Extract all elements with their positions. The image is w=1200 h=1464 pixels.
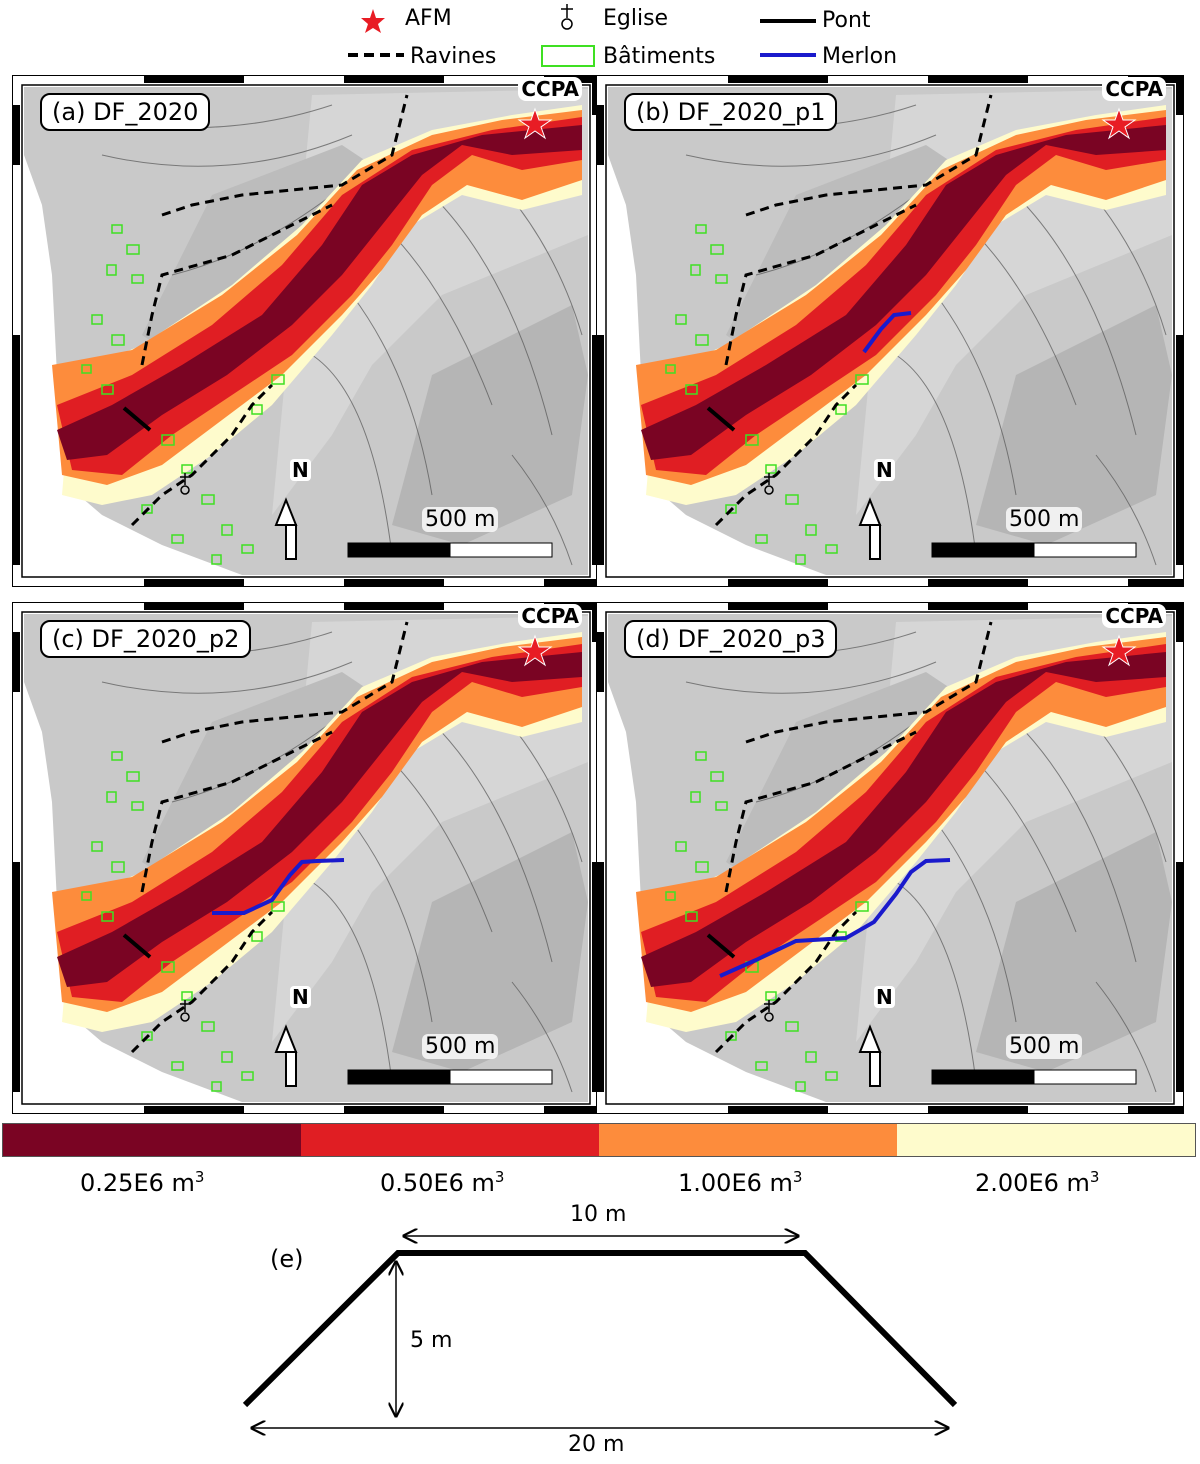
- map-legend: AFM Eglise Pont Ravines Bâtiments Merlon: [0, 0, 1200, 72]
- map-panel-d: (d) DF_2020_p3 CCPA N 500 m: [596, 602, 1184, 1114]
- scale-bar-black: [347, 542, 451, 558]
- north-label: N: [874, 458, 895, 482]
- scale-bar-white: [449, 1069, 553, 1085]
- panel-title: (b) DF_2020_p1: [624, 93, 838, 131]
- bridge-line: [122, 933, 152, 959]
- afm-star-icon: [1101, 107, 1137, 140]
- afm-star-icon: [1101, 634, 1137, 667]
- scale-label: 500 m: [422, 1034, 499, 1059]
- zone-025: [57, 125, 582, 460]
- legend-pont-label: Pont: [822, 8, 871, 33]
- scale-bar-white: [449, 542, 553, 558]
- buildings-layer: [665, 224, 869, 565]
- north-arrow-icon: [274, 1024, 298, 1087]
- church-icon: [764, 473, 774, 495]
- scale-bar-white: [1033, 1069, 1137, 1085]
- colorbar-label-100: 1.00E6 m3: [678, 1168, 803, 1197]
- zone-025: [57, 652, 582, 987]
- bridge-line: [122, 406, 152, 432]
- map-svg: [596, 602, 1184, 1114]
- legend-batiments-label: Bâtiments: [603, 44, 716, 69]
- scale-label: 500 m: [1006, 507, 1083, 532]
- ravines-dashed-icon: [348, 53, 404, 57]
- bridge-line: [706, 933, 736, 959]
- church-icon: [180, 473, 190, 495]
- scale-label: 500 m: [422, 507, 499, 532]
- buildings-layer: [81, 224, 285, 565]
- base-width-label: 20 m: [568, 1432, 625, 1457]
- buildings-box-icon: [541, 45, 595, 67]
- church-icon: [561, 4, 573, 30]
- panel-title: (d) DF_2020_p3: [624, 620, 838, 658]
- north-label: N: [874, 985, 895, 1009]
- scale-bar-black: [347, 1069, 451, 1085]
- colorbar-label-050: 0.50E6 m3: [380, 1168, 505, 1197]
- map-svg: [12, 75, 600, 587]
- colorbar-label-200: 2.00E6 m3: [975, 1168, 1100, 1197]
- ccpa-label: CCPA: [518, 604, 582, 628]
- map-svg: [596, 75, 1184, 587]
- legend-merlon-label: Merlon: [822, 44, 898, 69]
- zone-025: [641, 125, 1166, 460]
- legend-afm-label: AFM: [405, 6, 452, 31]
- north-arrow-icon: [858, 1024, 882, 1087]
- church-icon: [764, 1000, 774, 1022]
- merlon-trapezoid-svg: [242, 1190, 958, 1460]
- scale-label: 500 m: [1006, 1034, 1083, 1059]
- north-arrow-icon: [858, 497, 882, 560]
- colorbar-swatch-050: [301, 1124, 599, 1156]
- diagram-label: (e): [270, 1245, 304, 1273]
- ccpa-label: CCPA: [1102, 77, 1166, 101]
- merlon-cross-section-diagram: (e) 10 m 5 m 20 m: [220, 1190, 980, 1460]
- merlon-profile-line: [242, 1250, 958, 1408]
- ccpa-label: CCPA: [1102, 604, 1166, 628]
- ravines-layer: [130, 621, 409, 1054]
- panel-title: (a) DF_2020: [40, 93, 211, 131]
- pont-line-icon: [760, 19, 816, 23]
- north-arrow-icon: [274, 497, 298, 560]
- colorbar-swatch-100: [599, 1124, 897, 1156]
- merlon-line: [719, 858, 951, 978]
- ravines-layer: [714, 621, 993, 1054]
- scale-bar-white: [1033, 542, 1137, 558]
- map-svg: [12, 602, 600, 1114]
- map-panel-a: (a) DF_2020 CCPA N 500 m: [12, 75, 600, 587]
- legend-ravines-label: Ravines: [410, 44, 497, 69]
- ravines-layer: [714, 94, 993, 527]
- height-label: 5 m: [410, 1328, 453, 1353]
- colorbar-label-025: 0.25E6 m3: [80, 1168, 205, 1197]
- north-label: N: [290, 985, 311, 1009]
- bridge-line: [706, 406, 736, 432]
- church-icon: [180, 1000, 190, 1022]
- zone-025: [641, 652, 1166, 987]
- ccpa-label: CCPA: [518, 77, 582, 101]
- afm-star-icon: [517, 107, 553, 140]
- merlon-line: [212, 858, 345, 915]
- merlon-line-icon: [760, 53, 816, 57]
- buildings-layer: [81, 751, 285, 1092]
- afm-star-icon: [517, 634, 553, 667]
- merlon-line: [862, 311, 912, 354]
- scale-bar-black: [931, 542, 1035, 558]
- afm-star-icon: [361, 9, 385, 33]
- scale-bar-black: [931, 1069, 1035, 1085]
- ravines-layer: [130, 94, 409, 527]
- colorbar-swatch-025: [3, 1124, 301, 1156]
- volume-colorbar: [2, 1123, 1196, 1157]
- panel-title: (c) DF_2020_p2: [40, 620, 252, 658]
- colorbar-swatch-200: [897, 1124, 1195, 1156]
- legend-eglise-label: Eglise: [603, 6, 669, 31]
- map-panel-c: (c) DF_2020_p2 CCPA N 500 m: [12, 602, 600, 1114]
- top-width-label: 10 m: [570, 1202, 627, 1227]
- map-panel-b: (b) DF_2020_p1 CCPA N 500 m: [596, 75, 1184, 587]
- north-label: N: [290, 458, 311, 482]
